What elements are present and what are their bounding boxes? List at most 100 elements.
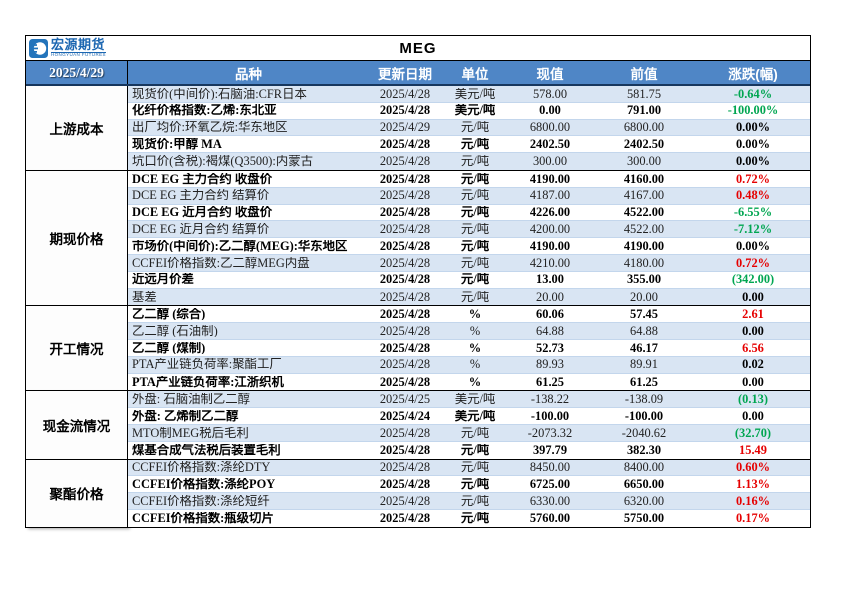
cell-date: 2025/4/28 xyxy=(379,256,431,270)
section-label: 期现价格 xyxy=(26,170,128,306)
cell-previous: 4522.00 xyxy=(623,223,665,236)
cell-change: 2.61 xyxy=(742,308,764,321)
cell-name: 出厂均价:环氧乙烷:华东地区 xyxy=(132,121,288,134)
cell-name: 乙二醇 (煤制) xyxy=(132,341,206,355)
cell-date: 2025/4/28 xyxy=(379,104,431,117)
section-rows: 乙二醇 (综合) 2025/4/28% 60.06 57.45 2.61 乙二醇 (石油制… xyxy=(128,306,810,391)
cell-previous: -2040.62 xyxy=(621,426,667,440)
cell-date: 2025/4/28 xyxy=(379,138,431,151)
cell-current: 4210.00 xyxy=(529,256,571,270)
table-row: CCFEI价格指数:乙二醇MEG内盘 2025/4/28 元/吨 4210.00 418… xyxy=(128,254,810,272)
cell-date: 2025/4/28 xyxy=(379,494,431,508)
cell-date: 2025/4/28 xyxy=(379,426,431,440)
cell-current: 89.93 xyxy=(536,358,564,371)
cell-date: 2025/4/28 xyxy=(379,324,431,338)
cell-current: 4190.00 xyxy=(529,172,571,186)
cell-change: -6.55% xyxy=(733,206,773,219)
cell-change: 0.00% xyxy=(735,239,771,253)
cell-unit: 元/吨 xyxy=(460,273,490,286)
cell-previous: 300.00 xyxy=(626,155,662,168)
cell-previous: 355.00 xyxy=(626,273,662,286)
table-row: MTO制MEG税后毛利 2025/4/28 元/吨 -2073.32 -2040.62 (… xyxy=(128,424,810,442)
cell-unit: 元/吨 xyxy=(460,206,490,219)
cell-change: 0.48% xyxy=(735,189,771,202)
cell-date: 2025/4/28 xyxy=(379,358,431,371)
section-期现价格: 期现价格 DCE EG 主力合约 收盘价 2025/4/28 元/吨 4190.00 41… xyxy=(26,170,810,307)
cell-change: (342.00) xyxy=(731,273,775,286)
cell-current: 6725.00 xyxy=(529,478,571,491)
brand-logo: 宏源期货 HONGYUAN FUTURES xyxy=(26,38,106,58)
cell-name: PTA产业链负荷率:江浙织机 xyxy=(132,375,284,389)
table-row: CCFEI价格指数:涤纶DTY 2025/4/28 元/吨 8450.00 8400.0… xyxy=(128,459,810,477)
cell-previous: 581.75 xyxy=(626,87,662,101)
cell-change: 0.17% xyxy=(735,512,771,525)
section-上游成本: 上游成本 现货价(中间价):石脑油:CFR日本 2025/4/28 美元/吨 578.0… xyxy=(26,86,810,171)
cell-change: 0.00 xyxy=(742,324,764,338)
cell-change: 0.72% xyxy=(735,256,771,270)
cell-current: 2402.50 xyxy=(529,138,571,151)
table-row: 化纤价格指数:乙烯:东北亚 2025/4/28 美元/吨 0.00 791.00 -100… xyxy=(128,102,810,120)
cell-current: 60.06 xyxy=(536,308,564,321)
cell-previous: 6320.00 xyxy=(623,494,665,508)
cell-name: 乙二醇 (综合) xyxy=(132,308,206,321)
cell-name: 近远月价差 xyxy=(132,273,194,286)
cell-unit: 元/吨 xyxy=(460,426,490,440)
cell-previous: 4180.00 xyxy=(623,256,665,270)
cell-current: 4187.00 xyxy=(529,189,571,202)
cell-current: -100.00 xyxy=(530,409,570,423)
cell-change: 1.13% xyxy=(735,478,771,491)
table-row: 基差 2025/4/28 元/吨 20.00 20.00 0.00 xyxy=(128,288,810,306)
table-row: 出厂均价:环氧乙烷:华东地区 2025/4/29 元/吨 6800.00 6800.00… xyxy=(128,119,810,137)
cell-change: 0.00% xyxy=(735,138,771,151)
cell-date: 2025/4/25 xyxy=(379,393,431,406)
table-body: 上游成本 现货价(中间价):石脑油:CFR日本 2025/4/28 美元/吨 578.0… xyxy=(26,86,810,527)
cell-current: 397.79 xyxy=(532,443,568,457)
meg-report-table: 宏源期货 HONGYUAN FUTURES MEG 2025/4/29 品种 更… xyxy=(25,35,811,528)
cell-current: 4200.00 xyxy=(529,223,571,236)
cell-previous: 89.91 xyxy=(630,358,658,371)
cell-name: PTA产业链负荷率:聚酯工厂 xyxy=(132,358,282,371)
cell-date: 2025/4/28 xyxy=(379,375,431,389)
hongyuan-logo-icon xyxy=(29,38,48,58)
cell-date: 2025/4/28 xyxy=(379,290,431,304)
cell-unit: % xyxy=(468,375,482,389)
cell-current: 20.00 xyxy=(536,290,564,304)
cell-name: 现货价(中间价):石脑油:CFR日本 xyxy=(132,87,307,101)
cell-change: 0.02 xyxy=(742,358,764,371)
cell-current: 300.00 xyxy=(532,155,568,168)
section-rows: CCFEI价格指数:涤纶DTY 2025/4/28 元/吨 8450.00 8400.0… xyxy=(128,459,810,527)
brand-name-cn: 宏源期货 xyxy=(51,37,106,53)
cell-change: 6.56 xyxy=(742,341,764,355)
cell-unit: 元/吨 xyxy=(460,461,490,474)
cell-change: 0.72% xyxy=(735,172,771,186)
table-row: DCE EG 主力合约 收盘价 2025/4/28 元/吨 4190.00 4160.0… xyxy=(128,170,810,188)
table-row: PTA产业链负荷率:江浙织机 2025/4/28% 61.25 61.25 0.00 xyxy=(128,373,810,391)
cell-change: (32.70) xyxy=(734,426,772,440)
cell-unit: 美元/吨 xyxy=(454,409,496,423)
cell-previous: -100.00 xyxy=(624,409,664,423)
cell-name: 煤基合成气法税后装置毛利 xyxy=(132,443,281,457)
cell-name: MTO制MEG税后毛利 xyxy=(132,426,249,440)
table-row: DCE EG 近月合约 结算价 2025/4/28 元/吨 4200.00 4522.0… xyxy=(128,221,810,239)
cell-name: 乙二醇 (石油制) xyxy=(132,324,218,338)
cell-date: 2025/4/28 xyxy=(379,189,431,202)
cell-name: 化纤价格指数:乙烯:东北亚 xyxy=(132,104,277,117)
column-header-date: 更新日期 xyxy=(378,66,432,82)
cell-current: 52.73 xyxy=(536,341,564,355)
cell-unit: 元/吨 xyxy=(460,239,490,253)
report-date: 2025/4/29 xyxy=(26,61,128,84)
cell-previous: 57.45 xyxy=(630,308,658,321)
page-title: MEG xyxy=(399,39,437,57)
cell-unit: 元/吨 xyxy=(460,256,490,270)
cell-name: CCFEI价格指数:涤纶短纤 xyxy=(132,494,270,508)
cell-date: 2025/4/28 xyxy=(379,341,431,355)
cell-name: DCE EG 近月合约 结算价 xyxy=(132,223,270,236)
cell-date: 2025/4/28 xyxy=(379,223,431,236)
cell-change: 0.00 xyxy=(742,375,764,389)
table-row: 坑口价(含税):褐煤(Q3500):内蒙古 2025/4/28 元/吨 300.00 3… xyxy=(128,153,810,170)
cell-current: 4190.00 xyxy=(529,239,571,253)
column-header-current: 现值 xyxy=(536,66,564,82)
cell-date: 2025/4/28 xyxy=(379,155,431,168)
cell-unit: 元/吨 xyxy=(460,290,490,304)
table-row: DCE EG 近月合约 收盘价 2025/4/28 元/吨 4226.00 4522.0… xyxy=(128,204,810,222)
